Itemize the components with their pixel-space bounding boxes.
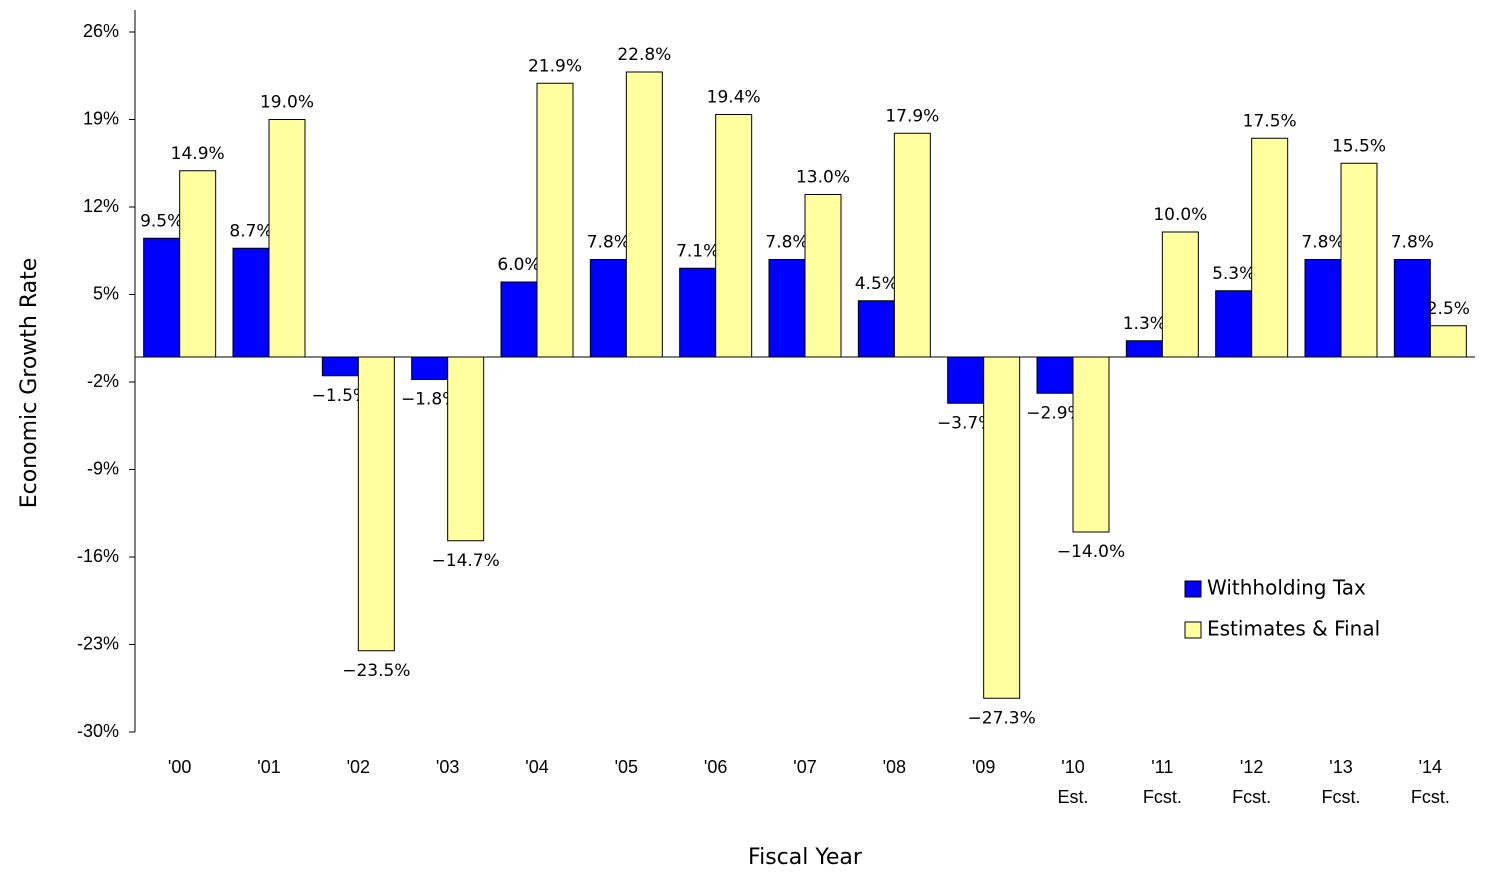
bar [1072, 356, 1110, 533]
data-label: 14.9% [171, 144, 225, 164]
x-tick-label: '12 Fcst. [1232, 757, 1271, 807]
x-tick-label: '10 Est. [1057, 757, 1088, 807]
data-label: 22.8% [617, 45, 671, 65]
x-tick-label: '00 [168, 757, 191, 777]
bar [1251, 137, 1289, 358]
y-tick-label: -23% [77, 633, 119, 653]
bar [179, 170, 217, 358]
data-label: 19.0% [260, 93, 314, 113]
data-label: 7.1% [676, 241, 719, 261]
data-label: −14.7% [432, 551, 500, 571]
bar [268, 119, 306, 358]
data-label: 7.8% [765, 233, 808, 253]
data-label: 17.5% [1243, 111, 1297, 131]
bar [1215, 290, 1253, 358]
bar [500, 281, 538, 358]
bar [411, 356, 449, 380]
bar [536, 82, 574, 358]
data-label: 6.0% [497, 255, 540, 275]
x-tick-label: '02 [347, 757, 370, 777]
data-label: −27.3% [968, 708, 1036, 728]
x-tick-label: '14 Fcst. [1411, 757, 1450, 807]
data-label: −2.9% [1026, 403, 1083, 423]
data-label: 15.5% [1332, 136, 1386, 156]
data-label: −23.5% [342, 661, 410, 681]
bar [143, 237, 181, 358]
x-axis-title: Fiscal Year [748, 845, 863, 870]
data-label: 7.8% [1391, 233, 1434, 253]
x-tick-label: '08 [883, 757, 906, 777]
x-tick-label: '05 [615, 757, 638, 777]
bar [679, 267, 717, 358]
data-label: 7.8% [1301, 233, 1344, 253]
y-tick-label: -30% [77, 721, 119, 741]
x-tick-label: '07 [793, 757, 816, 777]
x-tick-label: '13 Fcst. [1322, 757, 1361, 807]
y-tick-label: 26% [83, 21, 119, 41]
bar [1304, 259, 1342, 358]
bar [768, 259, 806, 358]
bar [1429, 325, 1467, 358]
bar [804, 194, 842, 358]
data-label: 10.0% [1153, 205, 1207, 225]
data-label: −14.0% [1057, 542, 1125, 562]
data-label: 1.3% [1123, 314, 1166, 334]
y-axis-title: Economic Growth Rate [17, 258, 42, 509]
bar [232, 247, 270, 358]
y-tick-label: -2% [87, 371, 119, 391]
y-tick-label: 12% [83, 196, 119, 216]
bar [1393, 259, 1431, 358]
x-tick-label: '01 [257, 757, 280, 777]
data-label: 8.7% [229, 221, 272, 241]
bar [447, 356, 485, 542]
data-label: 21.9% [528, 56, 582, 76]
x-tick-label: '03 [436, 757, 459, 777]
data-label: −3.7% [937, 413, 994, 433]
x-tick-label: '06 [704, 757, 727, 777]
data-label: 17.9% [885, 106, 939, 126]
bar [947, 356, 985, 404]
data-label: 19.4% [707, 88, 761, 108]
bar [321, 356, 359, 377]
data-label: 2.5% [1427, 299, 1470, 319]
data-label: 7.8% [587, 233, 630, 253]
y-tick-label: 5% [93, 283, 119, 303]
data-label: −1.8% [401, 390, 458, 410]
data-label: 9.5% [140, 211, 183, 231]
bar [893, 132, 931, 358]
data-label: 13.0% [796, 168, 850, 188]
bar [857, 300, 895, 358]
y-tick-label: -9% [87, 458, 119, 478]
x-tick-label: '04 [525, 757, 548, 777]
bar [1036, 356, 1074, 394]
bar [983, 356, 1021, 699]
legend-swatch [1184, 621, 1202, 639]
bar [625, 71, 663, 358]
data-label: −1.5% [312, 386, 369, 406]
y-tick-label: 19% [83, 108, 119, 128]
data-label: 5.3% [1212, 264, 1255, 284]
bar [1161, 231, 1199, 358]
legend-label: Withholding Tax [1207, 576, 1366, 600]
x-tick-label: '09 [972, 757, 995, 777]
y-tick-label: -16% [77, 546, 119, 566]
bar [357, 356, 395, 652]
x-tick-label: '11 Fcst. [1143, 757, 1182, 807]
bar [589, 259, 627, 358]
bar [715, 114, 753, 358]
data-label: 4.5% [855, 274, 898, 294]
legend-label: Estimates & Final [1207, 617, 1380, 641]
legend-swatch [1184, 580, 1202, 598]
bar [1125, 340, 1163, 358]
bar [1340, 162, 1378, 358]
